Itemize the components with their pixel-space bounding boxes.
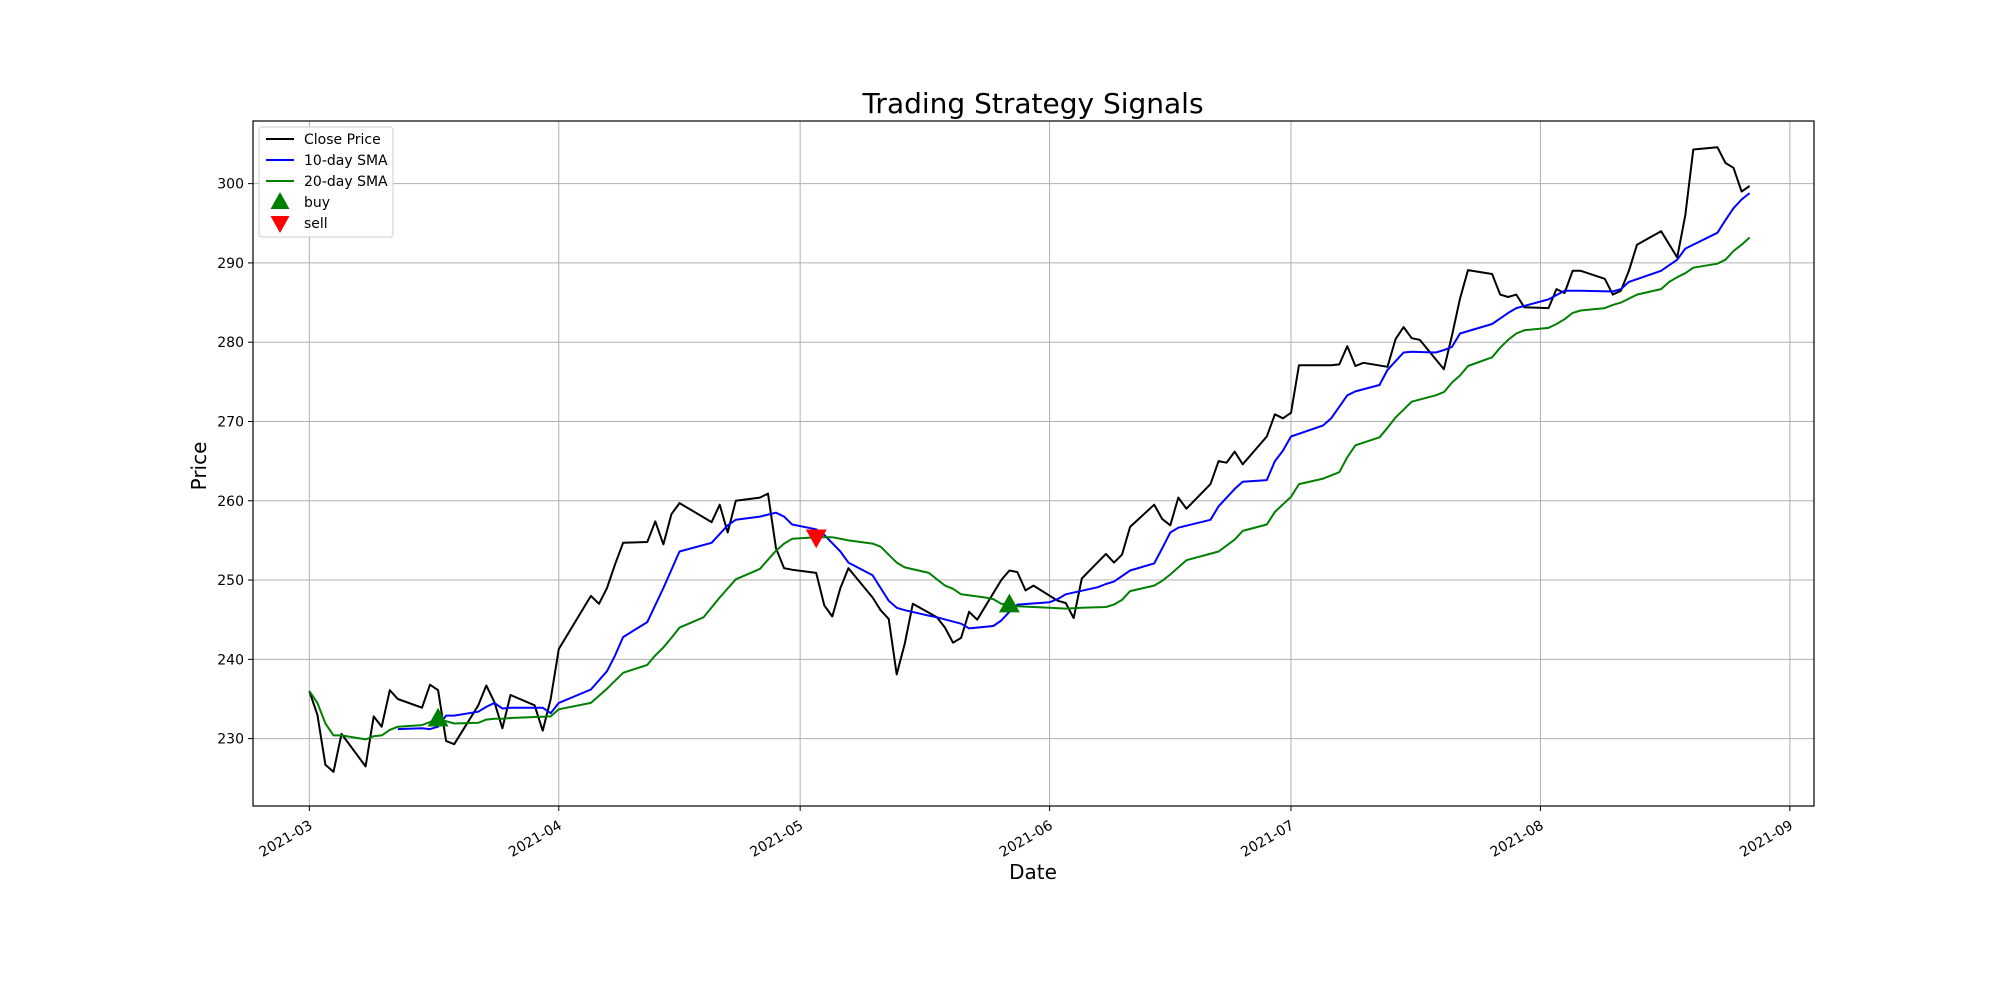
- y-tick-label: 240: [217, 652, 244, 668]
- legend-label-sma20: 20-day SMA: [304, 174, 388, 190]
- buy-signal-marker: [998, 593, 1020, 613]
- sell-signal-marker: [805, 529, 827, 549]
- grid-lines: [253, 121, 1814, 806]
- chart-title: Trading Strategy Signals: [861, 87, 1203, 120]
- legend-label-close: Close Price: [304, 132, 381, 148]
- x-axis-title: Date: [1009, 860, 1057, 884]
- legend-swatch-buy: [270, 192, 290, 209]
- y-tick-label: 280: [217, 335, 244, 351]
- legend-label-sell: sell: [304, 216, 328, 232]
- y-tick-label: 260: [217, 494, 244, 510]
- series-line-close: [308, 146, 1751, 773]
- signals-layer: [427, 529, 1020, 727]
- y-axis: 230 240 250 260 270 280 290 300: [217, 177, 253, 748]
- legend-box: [258, 126, 394, 238]
- legend-label-buy: buy: [304, 195, 330, 211]
- y-tick-label: 230: [217, 732, 244, 748]
- series-line-sma10: [397, 192, 1751, 731]
- y-tick-label: 250: [217, 573, 244, 589]
- y-axis-title: Price: [187, 442, 211, 491]
- plot-frame: [252, 120, 1815, 807]
- legend-label-sma10: 10-day SMA: [304, 153, 388, 169]
- y-tick-label: 290: [217, 256, 244, 272]
- legend-swatch-sell: [270, 216, 290, 233]
- series-layer: [308, 146, 1751, 773]
- legend: Close Price 10-day SMA 20-day SMA buy sell: [258, 126, 394, 238]
- series-line-sma20: [308, 236, 1751, 741]
- y-tick-label: 300: [217, 177, 244, 193]
- y-tick-label: 270: [217, 414, 244, 430]
- buy-signal-marker: [427, 707, 449, 727]
